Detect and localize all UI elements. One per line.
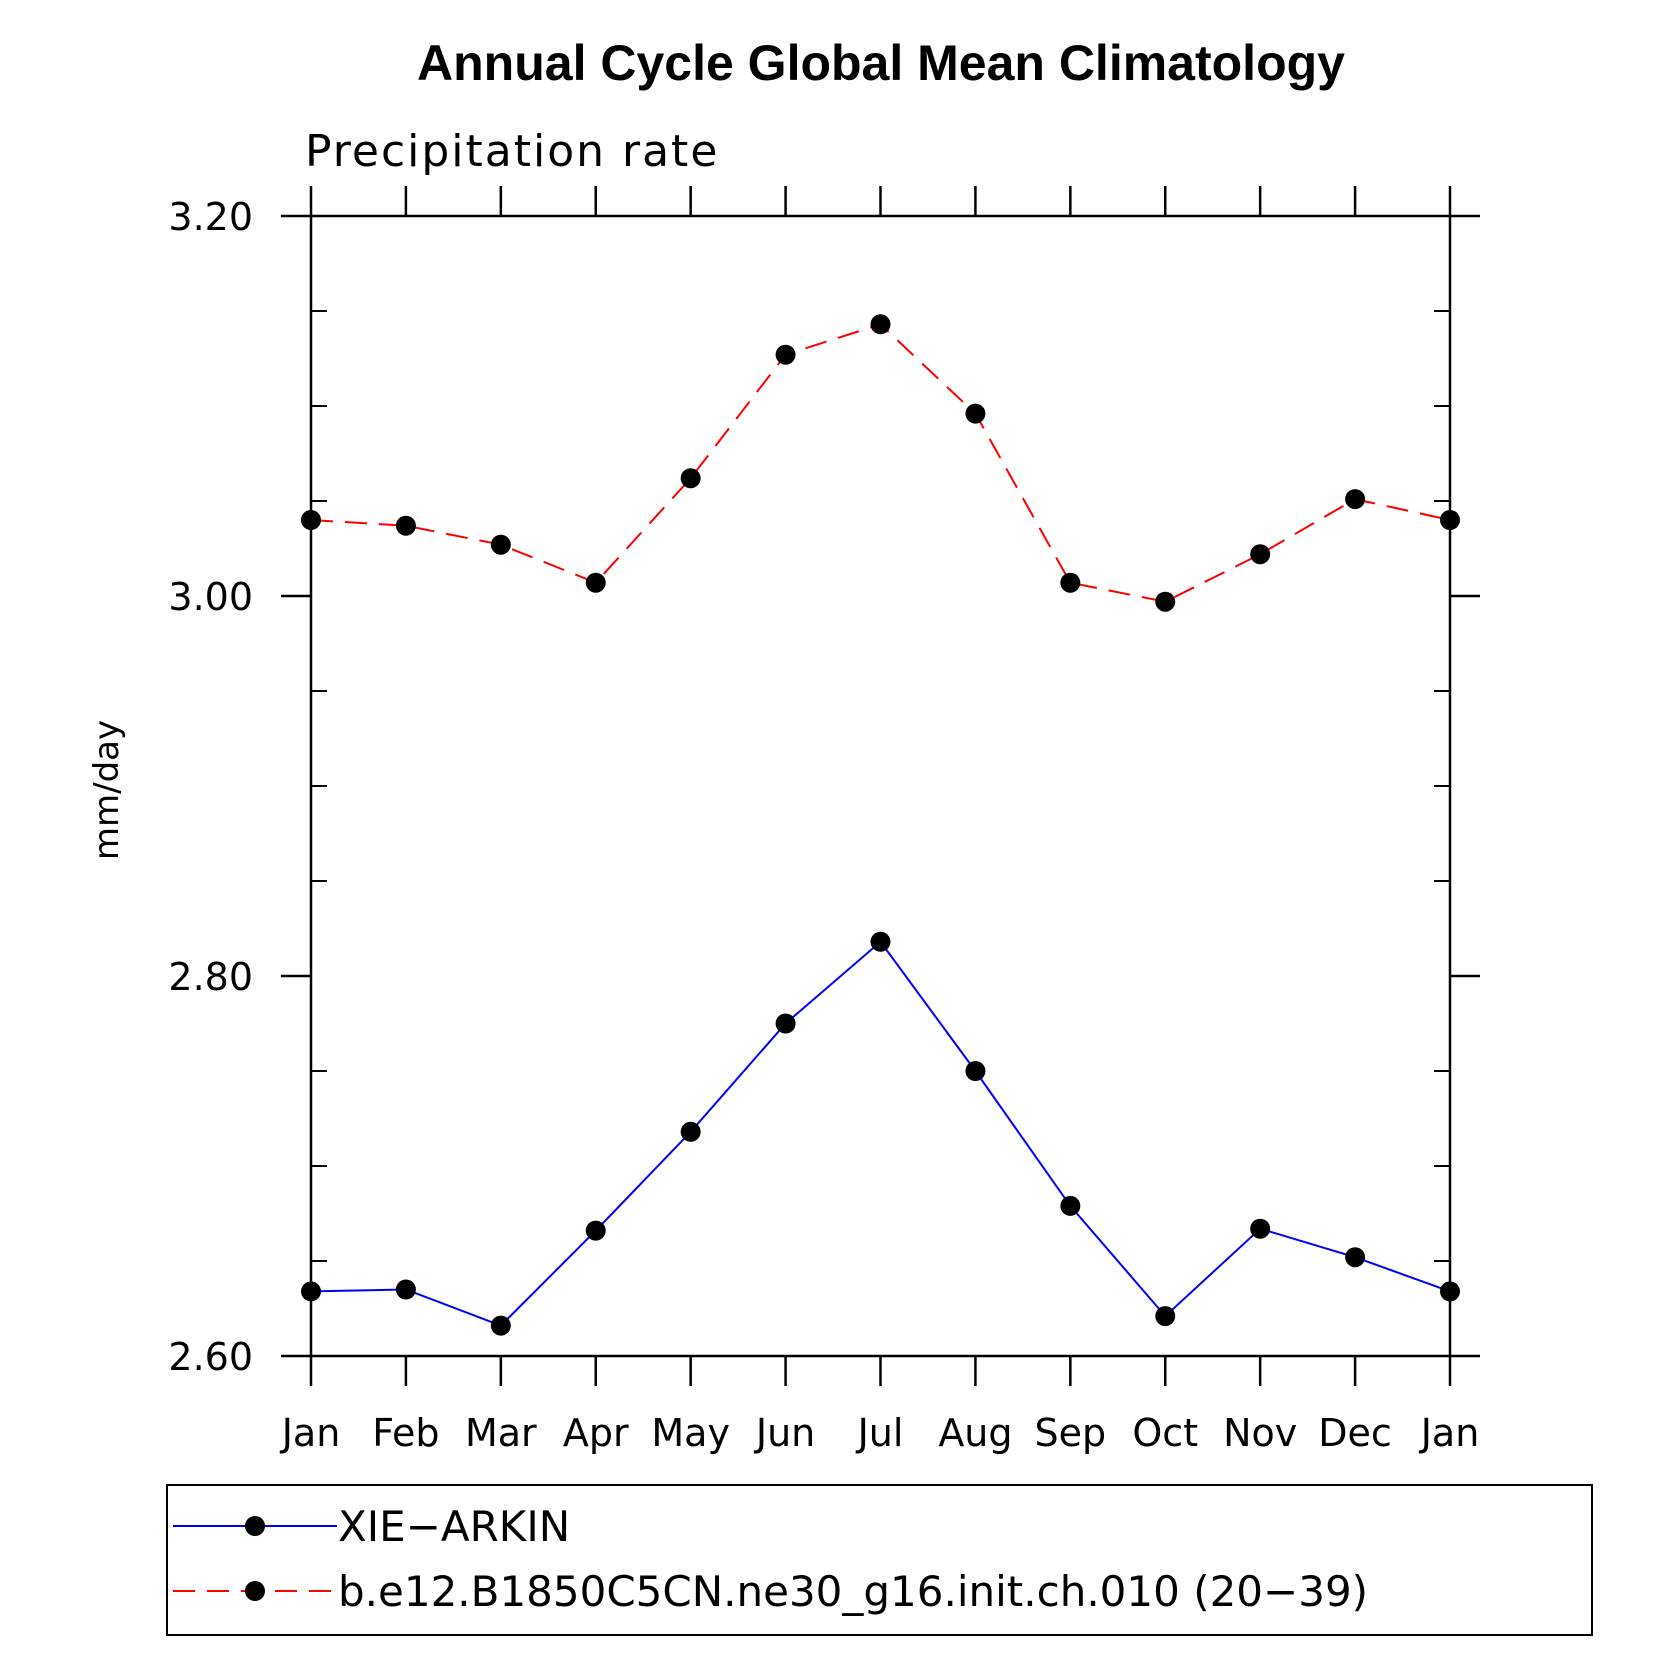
data-point-series-1 [585,572,606,593]
x-tick-label: Mar [465,1411,537,1455]
y-tick-label: 2.80 [168,955,253,999]
data-point-series-0 [395,1279,416,1300]
data-point-series-1 [1155,591,1176,612]
x-tick-label: Apr [563,1411,629,1455]
data-point-series-1 [1345,489,1366,510]
data-point-series-0 [1060,1195,1081,1216]
x-tick-label: Jan [1419,1411,1480,1455]
data-point-series-1 [965,403,986,424]
data-point-series-1 [490,534,511,555]
data-point-series-1 [1250,544,1271,565]
plot-frame [309,214,1452,1358]
data-point-series-0 [1155,1306,1176,1327]
y-major-ticks [281,214,1480,1358]
data-point-series-0 [965,1061,986,1081]
series-line-0 [310,940,1451,1327]
y-axis-label: mm/day [87,720,127,860]
x-tick-label: Feb [372,1411,439,1455]
x-tick-label: Jul [856,1411,904,1455]
data-point-series-0 [585,1220,606,1241]
y-minor-ticks [311,310,1450,1262]
x-tick-label: Aug [938,1411,1012,1455]
legend: XIE−ARKIN b.e12.B1850C5CN.ne30_g16.init.… [166,1484,1593,1636]
x-tick-label: Jan [280,1411,341,1455]
legend-item-model: b.e12.B1850C5CN.ne30_g16.init.ch.010 (20… [173,1567,1368,1616]
legend-box [166,1484,1593,1636]
data-point-series-1 [1060,572,1081,593]
legend-label-model: b.e12.B1850C5CN.ne30_g16.init.ch.010 (20… [338,1567,1368,1616]
x-tick-label: Jun [754,1411,815,1455]
data-point-series-0 [1345,1247,1366,1268]
x-tick-label: Sep [1035,1411,1107,1455]
data-point-series-1 [680,468,701,489]
legend-item-xie-arkin: XIE−ARKIN [173,1502,570,1551]
y-tick-labels: 2.60 2.80 3.00 3.20 [168,195,253,1379]
x-tick-label: Dec [1318,1411,1392,1455]
x-tick-label: May [651,1411,730,1455]
data-point-series-1 [870,314,891,335]
y-tick-label: 3.20 [168,195,253,239]
y-tick-label: 2.60 [168,1335,253,1379]
legend-label-xie-arkin: XIE−ARKIN [338,1502,570,1551]
data-point-series-1 [775,344,796,365]
series-layer [301,314,1460,1336]
data-point-series-0 [490,1315,511,1336]
legend-marker-model [245,1581,265,1601]
data-point-series-1 [395,515,416,536]
y-tick-label: 3.00 [168,575,253,619]
chart-title: Annual Cycle Global Mean Climatology [417,35,1345,91]
series-line-1 [310,323,1451,603]
data-point-series-0 [775,1013,796,1034]
x-ticks [309,186,1452,1386]
legend-marker-xie-arkin [245,1516,265,1536]
data-point-series-0 [870,931,891,952]
data-point-series-0 [680,1121,701,1142]
x-tick-label: Oct [1132,1411,1198,1455]
x-tick-labels: Jan Feb Mar Apr May Jun Jul Aug Sep Oct Nov Dec Jan [280,1411,1480,1455]
x-tick-label: Nov [1223,1411,1297,1455]
chart-subtitle: Precipitation rate [305,126,719,177]
data-point-series-0 [1250,1218,1271,1239]
